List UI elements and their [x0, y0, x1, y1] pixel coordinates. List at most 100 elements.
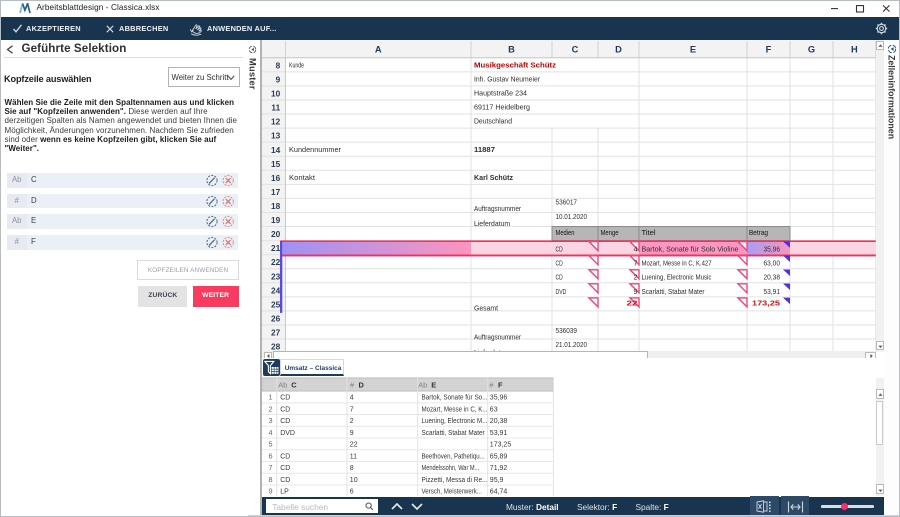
svg-text:173,25: 173,25 — [490, 442, 512, 449]
svg-text:173,25: 173,25 — [752, 300, 780, 308]
svg-text:15: 15 — [271, 159, 281, 169]
svg-text:Mozart, Messe in C, K...: Mozart, Messe in C, K... — [422, 406, 488, 413]
svg-text:14: 14 — [271, 145, 281, 155]
svg-text:Titel: Titel — [642, 228, 656, 237]
svg-text:7: 7 — [268, 463, 272, 472]
svg-text:8: 8 — [350, 465, 354, 472]
svg-text:Luening, Electronic M...: Luening, Electronic M... — [422, 418, 488, 425]
svg-text:63: 63 — [490, 406, 498, 413]
svg-text:536039: 536039 — [556, 327, 578, 335]
svg-text:Scarlatti, Stabat Mater: Scarlatti, Stabat Mater — [642, 288, 706, 296]
svg-text:C: C — [572, 45, 579, 55]
svg-text:9: 9 — [634, 288, 638, 296]
svg-text:10.01.2020: 10.01.2020 — [556, 213, 588, 221]
svg-text:20,38: 20,38 — [764, 274, 781, 282]
svg-text:64,74: 64,74 — [490, 489, 508, 496]
svg-text:11887: 11887 — [474, 146, 495, 154]
svg-text:26: 26 — [271, 313, 281, 323]
svg-text:3: 3 — [268, 416, 272, 425]
svg-text:10: 10 — [271, 89, 281, 99]
svg-text:Pizzetti, Messa di Re...: Pizzetti, Messa di Re... — [422, 477, 488, 484]
svg-text:Medien: Medien — [556, 228, 575, 237]
svg-text:Beethoven, Pathetiqu...: Beethoven, Pathetiqu... — [422, 453, 485, 460]
svg-text:4: 4 — [634, 246, 638, 254]
svg-text:18: 18 — [271, 201, 281, 211]
svg-text:Mendelssohn, War M...: Mendelssohn, War M... — [422, 465, 480, 472]
svg-text:1: 1 — [268, 393, 272, 402]
svg-text:2: 2 — [634, 274, 638, 282]
svg-text:8: 8 — [276, 60, 281, 70]
svg-text:9: 9 — [276, 74, 281, 84]
svg-text:CD: CD — [280, 453, 290, 460]
svg-text:CD: CD — [280, 418, 290, 425]
svg-text:11: 11 — [350, 453, 357, 460]
svg-text:35,96: 35,96 — [764, 246, 781, 254]
svg-text:F: F — [766, 45, 772, 55]
svg-text:E: E — [431, 380, 436, 389]
svg-text:10: 10 — [350, 477, 358, 484]
svg-text:DVD: DVD — [280, 430, 295, 437]
svg-text:2: 2 — [268, 404, 272, 413]
svg-text:7: 7 — [634, 260, 638, 268]
svg-text:CD: CD — [280, 406, 290, 413]
svg-text:Bartok, Sonate für Solo Violin: Bartok, Sonate für Solo Violine — [642, 246, 739, 254]
svg-text:27: 27 — [271, 328, 281, 338]
svg-text:19: 19 — [271, 215, 281, 225]
svg-text:63,00: 63,00 — [764, 260, 781, 268]
svg-text:Scarlatti, Stabat Mater: Scarlatti, Stabat Mater — [422, 430, 486, 437]
svg-text:B: B — [508, 45, 515, 55]
svg-text:16: 16 — [271, 173, 281, 183]
svg-text:F: F — [498, 380, 503, 389]
svg-text:17: 17 — [271, 187, 281, 197]
svg-text:DVD: DVD — [556, 288, 567, 296]
svg-text:CD: CD — [556, 274, 563, 282]
svg-text:35,96: 35,96 — [490, 395, 508, 402]
svg-text:Luening, Electronic Music: Luening, Electronic Music — [642, 274, 712, 282]
svg-text:Lieferdatum: Lieferdatum — [474, 220, 510, 228]
svg-text:5: 5 — [268, 440, 272, 449]
svg-text:Kontakt: Kontakt — [289, 174, 315, 182]
svg-text:Ab: Ab — [418, 380, 427, 389]
svg-text:13: 13 — [271, 131, 281, 141]
svg-text:Hauptstraße 234: Hauptstraße 234 — [474, 90, 527, 98]
svg-text:2: 2 — [350, 418, 354, 425]
svg-text:25: 25 — [271, 299, 281, 309]
svg-text:CD: CD — [556, 260, 563, 268]
svg-text:CD: CD — [280, 477, 290, 484]
svg-text:Auftragsnummer: Auftragsnummer — [474, 205, 522, 213]
svg-text:6: 6 — [268, 451, 272, 460]
svg-text:Karl Schütz: Karl Schütz — [474, 174, 513, 182]
svg-text:CD: CD — [280, 465, 290, 472]
svg-text:Inh. Gustav Neumeier: Inh. Gustav Neumeier — [474, 76, 541, 84]
svg-text:Versch, Meisterwerk...: Versch, Meisterwerk... — [422, 489, 483, 496]
svg-text:23: 23 — [271, 271, 281, 281]
svg-text:D: D — [359, 380, 365, 389]
svg-text:95,9: 95,9 — [490, 477, 504, 484]
svg-text:20: 20 — [271, 229, 281, 239]
svg-text:A: A — [375, 45, 382, 55]
svg-text:22: 22 — [627, 300, 638, 308]
svg-text:C: C — [291, 380, 297, 389]
svg-text:20,38: 20,38 — [490, 418, 508, 425]
svg-text:Auftragsnummer: Auftragsnummer — [474, 333, 522, 341]
svg-text:CD: CD — [280, 395, 290, 402]
svg-text:Deutschland: Deutschland — [474, 118, 512, 126]
svg-text:#: # — [489, 380, 494, 389]
svg-text:LP: LP — [280, 489, 289, 496]
svg-text:G: G — [808, 45, 815, 55]
svg-text:4: 4 — [350, 395, 354, 402]
svg-text:12: 12 — [271, 117, 281, 127]
svg-text:CD: CD — [556, 246, 563, 254]
svg-text:E: E — [690, 45, 696, 55]
svg-text:#: # — [350, 380, 355, 389]
svg-text:9: 9 — [268, 487, 272, 496]
svg-text:21.01.2020: 21.01.2020 — [556, 341, 588, 349]
svg-text:Musikgeschäft Schütz: Musikgeschäft Schütz — [474, 62, 556, 70]
svg-text:71,92: 71,92 — [490, 465, 508, 472]
svg-text:Bartok, Sonate für So...: Bartok, Sonate für So... — [422, 395, 488, 402]
svg-text:24: 24 — [271, 285, 281, 295]
svg-text:53,91: 53,91 — [490, 430, 508, 437]
svg-text:4: 4 — [268, 428, 272, 437]
svg-text:69117 Heidelberg: 69117 Heidelberg — [474, 104, 530, 112]
svg-text:Menge: Menge — [601, 228, 619, 237]
